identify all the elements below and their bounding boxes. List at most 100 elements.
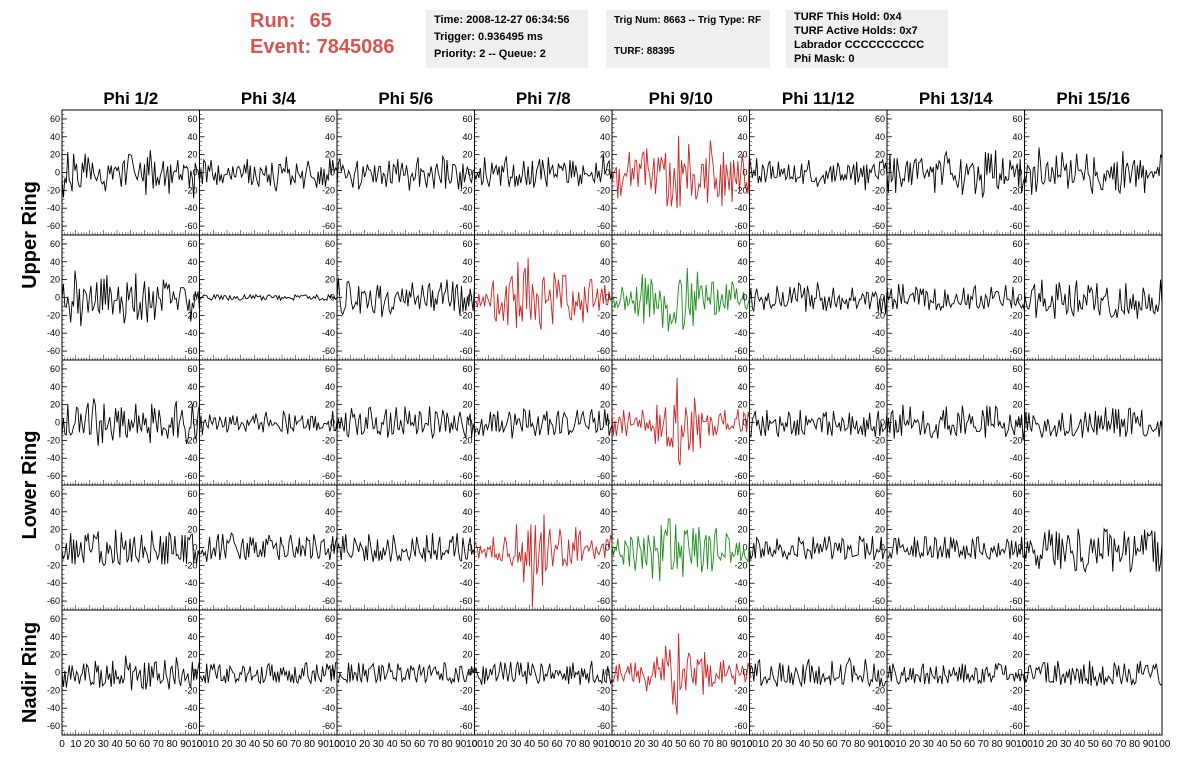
y-tick-label: -20 — [184, 685, 197, 695]
x-tick-label: 100 — [466, 739, 483, 750]
y-tick-label: 20 — [325, 525, 335, 535]
x-tick-label: 60 — [414, 739, 426, 750]
y-tick-label: -60 — [184, 721, 197, 731]
y-tick-label: -20 — [734, 560, 747, 570]
x-tick-label: 70 — [565, 739, 577, 750]
y-tick-label: -40 — [184, 703, 197, 713]
y-tick-label: -60 — [184, 346, 197, 356]
y-tick-label: 60 — [737, 364, 747, 374]
y-tick-label: 0 — [605, 543, 610, 553]
y-tick-label: 60 — [737, 614, 747, 624]
y-tick-label: 60 — [600, 114, 610, 124]
time-text: Time: 2008-12-27 06:34:56 — [434, 14, 570, 26]
x-tick-label: 30 — [373, 739, 385, 750]
x-tick-label: 40 — [249, 739, 261, 750]
y-tick-label: 0 — [742, 293, 747, 303]
y-tick-label: -40 — [1009, 703, 1022, 713]
y-tick-label: 40 — [875, 382, 885, 392]
y-tick-label: 40 — [325, 632, 335, 642]
waveform-trace — [336, 533, 475, 562]
x-tick-label: 30 — [510, 739, 522, 750]
y-tick-label: 40 — [1012, 382, 1022, 392]
y-tick-label: -40 — [734, 703, 747, 713]
panel-frame — [886, 609, 1025, 736]
waveform-trace — [474, 154, 613, 188]
y-tick-label: 0 — [467, 418, 472, 428]
y-tick-label: -60 — [872, 596, 885, 606]
x-tick-label: 10 — [1033, 739, 1045, 750]
y-tick-label: 60 — [1012, 614, 1022, 624]
x-tick-label: 100 — [741, 739, 758, 750]
time-info-box: Time: 2008-12-27 06:34:56 Trigger: 0.936… — [426, 10, 588, 68]
x-tick-label: 20 — [771, 739, 783, 750]
y-tick-label: 20 — [325, 275, 335, 285]
y-tick-label: 0 — [467, 293, 472, 303]
y-tick-label: -40 — [872, 703, 885, 713]
y-tick-label: 60 — [875, 114, 885, 124]
y-tick-label: 0 — [880, 418, 885, 428]
y-tick-label: 40 — [325, 257, 335, 267]
y-tick-label: 60 — [325, 614, 335, 624]
y-tick-label: -20 — [734, 185, 747, 195]
waveform-trace — [474, 258, 613, 330]
y-tick-label: -40 — [872, 203, 885, 213]
y-tick-label: -60 — [459, 221, 472, 231]
y-tick-label: 40 — [462, 132, 472, 142]
y-tick-label: 60 — [187, 114, 197, 124]
trigger-text: Trigger: 0.936495 ms — [434, 31, 543, 43]
y-tick-label: 40 — [50, 382, 60, 392]
y-tick-label: 40 — [875, 632, 885, 642]
x-tick-label: 60 — [276, 739, 288, 750]
y-tick-label: 20 — [325, 400, 335, 410]
y-tick-label: -40 — [322, 203, 335, 213]
y-tick-label: 20 — [1012, 275, 1022, 285]
y-tick-label: -60 — [47, 221, 60, 231]
y-tick-label: 20 — [875, 150, 885, 160]
waveform-trace — [1024, 527, 1163, 574]
y-tick-label: 40 — [600, 257, 610, 267]
x-tick-label: 20 — [1046, 739, 1058, 750]
y-tick-label: 20 — [50, 150, 60, 160]
y-tick-label: -20 — [47, 560, 60, 570]
y-tick-label: 40 — [1012, 257, 1022, 267]
y-tick-label: 0 — [330, 668, 335, 678]
x-tick-label: 60 — [964, 739, 976, 750]
y-tick-label: 20 — [737, 650, 747, 660]
x-tick-label: 80 — [166, 739, 178, 750]
y-tick-label: 40 — [600, 382, 610, 392]
y-tick-label: 60 — [50, 614, 60, 624]
x-tick-label: 0 — [472, 739, 478, 750]
waveform-trace — [611, 267, 750, 332]
x-tick-label: 50 — [125, 739, 137, 750]
y-tick-label: 60 — [50, 489, 60, 499]
waveform-trace — [1024, 279, 1163, 319]
y-tick-label: 60 — [875, 614, 885, 624]
y-tick-label: -40 — [1009, 328, 1022, 338]
y-tick-label: 40 — [462, 632, 472, 642]
y-tick-label: 40 — [187, 257, 197, 267]
y-tick-label: 40 — [1012, 632, 1022, 642]
y-tick-label: -60 — [47, 346, 60, 356]
y-tick-label: -40 — [322, 703, 335, 713]
y-tick-label: -20 — [459, 560, 472, 570]
y-tick-label: -60 — [597, 346, 610, 356]
y-tick-label: 40 — [600, 632, 610, 642]
y-tick-label: -20 — [1009, 185, 1022, 195]
x-tick-label: 40 — [386, 739, 398, 750]
x-tick-label: 40 — [1074, 739, 1086, 750]
y-tick-label: 60 — [187, 614, 197, 624]
waveform-trace — [474, 407, 613, 439]
y-tick-label: 0 — [742, 168, 747, 178]
y-tick-label: -60 — [459, 596, 472, 606]
y-tick-label: -40 — [597, 328, 610, 338]
waveform-trace — [61, 655, 200, 691]
trig-info-box: Trig Num: 8663 -- Trig Type: RF TURF: 88… — [606, 10, 770, 68]
x-tick-label: 80 — [441, 739, 453, 750]
y-tick-label: 20 — [875, 275, 885, 285]
column-header: Phi 9/10 — [649, 89, 713, 108]
y-tick-label: 60 — [325, 489, 335, 499]
x-tick-label: 70 — [428, 739, 440, 750]
y-tick-label: -20 — [322, 185, 335, 195]
y-tick-label: 0 — [742, 418, 747, 428]
